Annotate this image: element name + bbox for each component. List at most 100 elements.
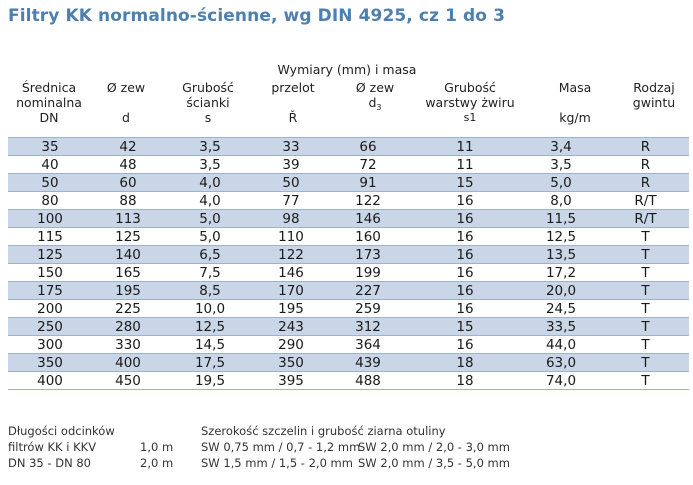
cell-mass: 3,4 bbox=[520, 137, 602, 156]
cell-outer-diameter-d3: 488 bbox=[326, 371, 410, 390]
cell-outer-diameter: 400 bbox=[92, 353, 164, 372]
cell-outer-diameter: 42 bbox=[92, 137, 164, 156]
cell-outer-diameter-d3: 312 bbox=[326, 317, 410, 336]
cell-wall-thickness: 5,0 bbox=[164, 209, 256, 228]
page-title: Filtry KK normalno-ścienne, wg DIN 4925,… bbox=[8, 6, 506, 26]
cell-gravel-thickness: 11 bbox=[410, 137, 520, 156]
cell-dn: 175 bbox=[8, 281, 92, 300]
cell-outer-diameter-d3: 439 bbox=[326, 353, 410, 372]
cell-mass: 8,0 bbox=[520, 191, 602, 210]
header-thread-type: Rodzaj gwintu bbox=[632, 80, 676, 110]
cell-dn: 400 bbox=[8, 371, 92, 390]
cell-gravel-thickness: 16 bbox=[410, 263, 520, 282]
cell-bore: 39 bbox=[256, 155, 326, 174]
cell-bore: 98 bbox=[256, 209, 326, 228]
table-row: 150 165 7,5 146 199 16 17,2 T bbox=[8, 263, 689, 282]
table-row: 50 60 4,0 50 91 15 5,0 R bbox=[8, 173, 689, 192]
cell-thread: T bbox=[602, 353, 689, 372]
cell-wall-thickness: 8,5 bbox=[164, 281, 256, 300]
cell-thread: T bbox=[602, 299, 689, 318]
cell-gravel-thickness: 11 bbox=[410, 155, 520, 174]
cell-thread: R bbox=[602, 137, 689, 156]
table-row: 200 225 10,0 195 259 16 24,5 T bbox=[8, 299, 689, 318]
cell-mass: 74,0 bbox=[520, 371, 602, 390]
cell-dn: 300 bbox=[8, 335, 92, 354]
cell-mass: 11,5 bbox=[520, 209, 602, 228]
cell-wall-thickness: 10,0 bbox=[164, 299, 256, 318]
table-row: 125 140 6,5 122 173 16 13,5 T bbox=[8, 245, 689, 264]
cell-gravel-thickness: 15 bbox=[410, 173, 520, 192]
footer-slot-width-heading: Szerokość szczelin i grubość ziarna otul… bbox=[201, 424, 446, 438]
cell-gravel-thickness: 16 bbox=[410, 209, 520, 228]
cell-outer-diameter: 165 bbox=[92, 263, 164, 282]
cell-dn: 40 bbox=[8, 155, 92, 174]
footer-lengths: 1,0 m 2,0 m bbox=[140, 440, 174, 470]
cell-thread: R bbox=[602, 173, 689, 192]
footer-sw-column-a: SW 0,75 mm / 0,7 - 1,2 mm SW 1,5 mm / 1,… bbox=[201, 440, 361, 470]
header-outer-diameter-d3: Ø zew d3 bbox=[355, 80, 395, 112]
cell-mass: 5,0 bbox=[520, 173, 602, 192]
cell-thread: T bbox=[602, 227, 689, 246]
cell-wall-thickness: 4,0 bbox=[164, 191, 256, 210]
cell-gravel-thickness: 16 bbox=[410, 227, 520, 246]
cell-wall-thickness: 7,5 bbox=[164, 263, 256, 282]
cell-mass: 12,5 bbox=[520, 227, 602, 246]
table-row: 250 280 12,5 243 312 15 33,5 T bbox=[8, 317, 689, 336]
cell-outer-diameter-d3: 227 bbox=[326, 281, 410, 300]
cell-bore: 350 bbox=[256, 353, 326, 372]
cell-outer-diameter-d3: 160 bbox=[326, 227, 410, 246]
cell-outer-diameter-d3: 66 bbox=[326, 137, 410, 156]
footer-left-labels: Długości odcinków filtrów KK i KKV DN 35… bbox=[8, 424, 115, 470]
cell-outer-diameter: 60 bbox=[92, 173, 164, 192]
cell-gravel-thickness: 18 bbox=[410, 353, 520, 372]
header-mass: Masa kg/m bbox=[558, 80, 592, 125]
cell-dn: 35 bbox=[8, 137, 92, 156]
cell-outer-diameter: 280 bbox=[92, 317, 164, 336]
cell-dn: 150 bbox=[8, 263, 92, 282]
cell-wall-thickness: 17,5 bbox=[164, 353, 256, 372]
cell-gravel-thickness: 18 bbox=[410, 371, 520, 390]
cell-mass: 13,5 bbox=[520, 245, 602, 264]
cell-outer-diameter: 450 bbox=[92, 371, 164, 390]
table-row: 100 113 5,0 98 146 16 11,5 R/T bbox=[8, 209, 689, 228]
cell-outer-diameter: 125 bbox=[92, 227, 164, 246]
header-diameter-nominal: Średnica nominalna DN bbox=[16, 80, 82, 125]
cell-mass: 20,0 bbox=[520, 281, 602, 300]
header-gravel-thickness: Grubość warstwy żwiru s1 bbox=[425, 80, 515, 124]
cell-outer-diameter: 195 bbox=[92, 281, 164, 300]
table-row: 35 42 3,5 33 66 11 3,4 R bbox=[8, 137, 689, 156]
cell-thread: R/T bbox=[602, 209, 689, 228]
footer-sw-column-b: SW 2,0 mm / 2,0 - 3,0 mm SW 2,0 mm / 3,5… bbox=[358, 440, 510, 470]
cell-wall-thickness: 14,5 bbox=[164, 335, 256, 354]
cell-gravel-thickness: 16 bbox=[410, 191, 520, 210]
header-wall-thickness: Grubość ścianki s bbox=[182, 80, 234, 125]
cell-bore: 243 bbox=[256, 317, 326, 336]
cell-outer-diameter-d3: 173 bbox=[326, 245, 410, 264]
cell-dn: 125 bbox=[8, 245, 92, 264]
cell-thread: T bbox=[602, 281, 689, 300]
cell-dn: 80 bbox=[8, 191, 92, 210]
header-bore: przelot Ř bbox=[271, 80, 315, 125]
cell-wall-thickness: 3,5 bbox=[164, 137, 256, 156]
cell-outer-diameter-d3: 146 bbox=[326, 209, 410, 228]
cell-outer-diameter: 330 bbox=[92, 335, 164, 354]
header-outer-diameter: Ø zew d bbox=[106, 80, 146, 125]
cell-thread: R bbox=[602, 155, 689, 174]
cell-thread: T bbox=[602, 335, 689, 354]
table-row: 350 400 17,5 350 439 18 63,0 T bbox=[8, 353, 689, 372]
cell-outer-diameter-d3: 122 bbox=[326, 191, 410, 210]
cell-outer-diameter-d3: 91 bbox=[326, 173, 410, 192]
cell-wall-thickness: 19,5 bbox=[164, 371, 256, 390]
cell-dn: 200 bbox=[8, 299, 92, 318]
cell-mass: 33,5 bbox=[520, 317, 602, 336]
cell-bore: 77 bbox=[256, 191, 326, 210]
cell-dn: 250 bbox=[8, 317, 92, 336]
cell-gravel-thickness: 16 bbox=[410, 335, 520, 354]
cell-outer-diameter-d3: 199 bbox=[326, 263, 410, 282]
cell-mass: 24,5 bbox=[520, 299, 602, 318]
cell-bore: 33 bbox=[256, 137, 326, 156]
cell-bore: 122 bbox=[256, 245, 326, 264]
filter-dimensions-table: 35 42 3,5 33 66 11 3,4 R 40 48 3,5 39 72 11 3,5 R 50 60 4,… bbox=[8, 137, 689, 390]
cell-gravel-thickness: 16 bbox=[410, 245, 520, 264]
table-row: 40 48 3,5 39 72 11 3,5 R bbox=[8, 155, 689, 174]
